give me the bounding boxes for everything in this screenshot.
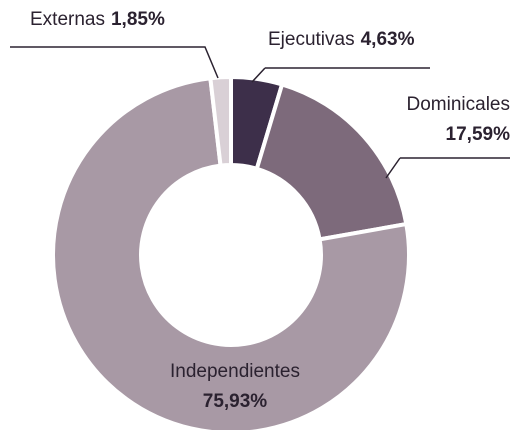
value-label: 1,85% <box>111 9 165 30</box>
category-name: Independientes <box>170 361 300 382</box>
leader-line <box>385 157 510 179</box>
value-label: 75,93% <box>203 391 268 412</box>
donut-slice <box>254 81 409 242</box>
slice-label: Ejecutivas 4,63% <box>268 29 415 50</box>
donut-slice <box>51 75 411 430</box>
slice-label: Externas 1,85% <box>30 9 165 30</box>
leader-line <box>251 67 430 83</box>
category-name: Externas <box>30 9 105 30</box>
category-name: Dominicales <box>407 94 510 115</box>
leader-line <box>10 46 219 79</box>
category-name: Ejecutivas <box>268 29 355 50</box>
value-label: 17,59% <box>446 124 511 145</box>
value-label: 4,63% <box>361 29 415 50</box>
